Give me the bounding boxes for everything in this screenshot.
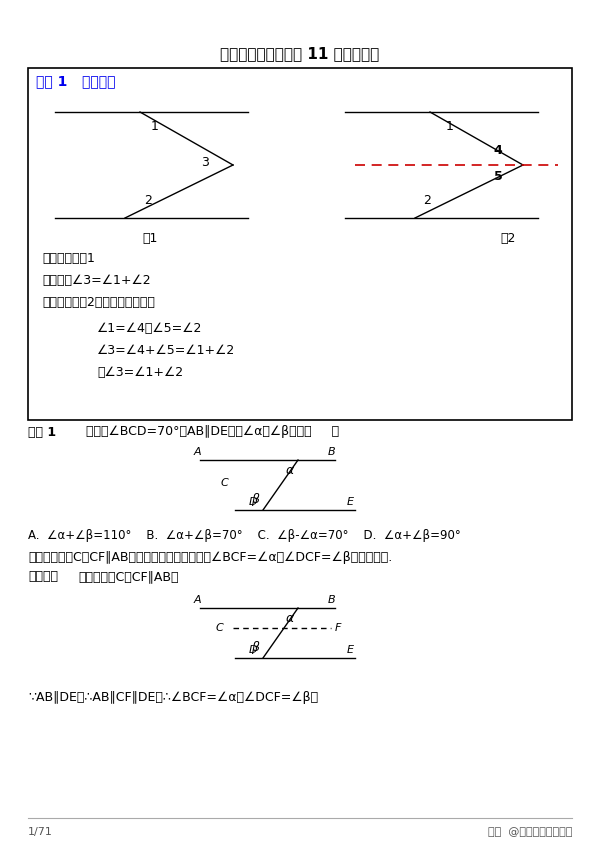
Text: F: F	[335, 623, 341, 633]
Text: 【证明】如图2，过拐点作平行线: 【证明】如图2，过拐点作平行线	[42, 295, 155, 309]
Text: 1: 1	[151, 120, 159, 132]
Text: 【条件】如图1: 【条件】如图1	[42, 252, 95, 265]
Text: 知乎  @相伴成长逐梦青春: 知乎 @相伴成长逐梦青春	[488, 827, 572, 837]
Text: α: α	[286, 464, 294, 477]
Text: 3: 3	[201, 155, 209, 169]
Text: ∵AB∥DE，∴AB∥CF∥DE，∴∠BCF=∠α，∠DCF=∠β，: ∵AB∥DE，∴AB∥CF∥DE，∴∠BCF=∠α，∠DCF=∠β，	[28, 691, 318, 705]
Text: β: β	[251, 494, 259, 506]
Text: 2: 2	[144, 193, 152, 207]
Text: A: A	[193, 595, 201, 605]
Text: 图2: 图2	[500, 232, 515, 244]
Text: E: E	[347, 645, 353, 655]
Text: 【解析】: 【解析】	[28, 571, 58, 583]
Text: 5: 5	[494, 170, 502, 183]
Text: α: α	[286, 611, 294, 624]
Text: ∠1=∠4，∠5=∠2: ∠1=∠4，∠5=∠2	[97, 321, 202, 334]
Text: 如图，过点C作CF∥AB，: 如图，过点C作CF∥AB，	[78, 571, 179, 583]
Text: 2: 2	[423, 193, 431, 207]
Text: 1/71: 1/71	[28, 827, 53, 837]
Text: E: E	[347, 497, 353, 507]
Text: D: D	[248, 497, 257, 507]
Text: A: A	[193, 447, 201, 457]
Text: 4: 4	[494, 144, 502, 158]
Text: β: β	[251, 641, 259, 655]
Text: 【结论】∠3=∠1+∠2: 【结论】∠3=∠1+∠2	[42, 274, 151, 287]
Text: D: D	[248, 645, 257, 655]
Text: 例题 1: 例题 1	[28, 426, 56, 438]
Bar	[28, 68, 572, 420]
Text: 如图，∠BCD=70°，AB∥DE，则∠α与∠β满足（     ）: 如图，∠BCD=70°，AB∥DE，则∠α与∠β满足（ ）	[78, 426, 339, 438]
Text: B: B	[328, 447, 336, 457]
Text: C: C	[220, 478, 228, 488]
Text: 即∠3=∠1+∠2: 即∠3=∠1+∠2	[97, 365, 183, 378]
Text: 【分析】过点C作CF∥AB，根据平行线的性质得到∠BCF=∠α，∠DCF=∠β，即可解答.: 【分析】过点C作CF∥AB，根据平行线的性质得到∠BCF=∠α，∠DCF=∠β，…	[28, 550, 392, 564]
Text: 模型 1   猪脚模型: 模型 1 猪脚模型	[36, 74, 115, 88]
Text: 初中数学角度计算中 11 个经典模型: 初中数学角度计算中 11 个经典模型	[220, 47, 380, 62]
Text: C: C	[215, 623, 223, 633]
Text: A.  ∠α+∠β=110°    B.  ∠α+∠β=70°    C.  ∠β-∠α=70°    D.  ∠α+∠β=90°: A. ∠α+∠β=110° B. ∠α+∠β=70° C. ∠β-∠α=70° …	[28, 528, 461, 542]
Text: 图1: 图1	[142, 232, 158, 244]
Text: 1: 1	[446, 120, 454, 132]
Text: B: B	[328, 595, 336, 605]
Text: ∠3=∠4+∠5=∠1+∠2: ∠3=∠4+∠5=∠1+∠2	[97, 343, 235, 356]
